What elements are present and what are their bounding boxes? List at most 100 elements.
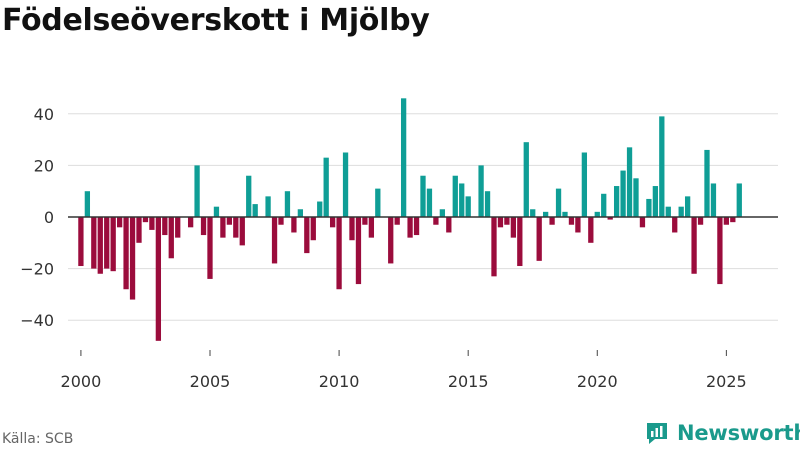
bar[interactable] — [717, 217, 723, 285]
bar[interactable] — [510, 217, 517, 238]
bar[interactable] — [142, 217, 149, 223]
bar[interactable] — [375, 188, 381, 217]
bar[interactable] — [220, 217, 226, 238]
bar[interactable] — [594, 211, 600, 217]
bar[interactable] — [116, 217, 123, 228]
bar[interactable] — [672, 217, 678, 233]
bar[interactable] — [426, 188, 433, 217]
bar[interactable] — [123, 217, 129, 290]
bar[interactable] — [265, 196, 271, 217]
bar[interactable] — [110, 217, 116, 272]
bar[interactable] — [465, 196, 471, 217]
bar[interactable] — [446, 217, 452, 233]
bar[interactable] — [620, 170, 626, 217]
bar[interactable] — [413, 217, 420, 236]
bar[interactable] — [730, 217, 736, 223]
bar[interactable] — [187, 217, 194, 228]
bar[interactable] — [239, 217, 245, 246]
bar[interactable] — [317, 201, 323, 217]
bar[interactable] — [562, 211, 568, 217]
bar[interactable] — [736, 183, 742, 217]
bar[interactable] — [588, 217, 594, 243]
bar[interactable] — [168, 217, 174, 259]
bar[interactable] — [710, 183, 717, 217]
bar[interactable] — [97, 217, 103, 274]
bar[interactable] — [484, 191, 491, 217]
bar[interactable] — [433, 217, 439, 225]
bar[interactable] — [310, 217, 316, 241]
bar[interactable] — [162, 217, 168, 236]
bar[interactable] — [691, 217, 697, 274]
bar[interactable] — [639, 217, 646, 228]
bar[interactable] — [129, 217, 136, 300]
bar[interactable] — [549, 217, 555, 225]
bar[interactable] — [394, 217, 400, 225]
bar[interactable] — [226, 217, 233, 225]
bar[interactable] — [336, 217, 342, 290]
bar[interactable] — [536, 217, 542, 261]
bar[interactable] — [407, 217, 413, 238]
bar[interactable] — [633, 178, 639, 217]
bar[interactable] — [478, 165, 484, 217]
bar[interactable] — [284, 191, 291, 217]
bar[interactable] — [601, 193, 607, 217]
bar[interactable] — [278, 217, 284, 225]
bar[interactable] — [304, 217, 310, 254]
bar[interactable] — [84, 191, 91, 217]
bar[interactable] — [213, 206, 220, 217]
bar[interactable] — [349, 217, 355, 241]
bar[interactable] — [246, 175, 252, 217]
bar[interactable] — [388, 217, 394, 264]
bar[interactable] — [646, 198, 652, 217]
bar[interactable] — [530, 209, 536, 217]
bar[interactable] — [704, 149, 710, 217]
bar[interactable] — [491, 217, 497, 277]
bar[interactable] — [136, 217, 142, 243]
bar[interactable] — [652, 186, 659, 217]
bar[interactable] — [523, 142, 529, 217]
bar[interactable] — [194, 165, 200, 217]
bar[interactable] — [271, 217, 278, 264]
bar[interactable] — [368, 217, 375, 238]
bar[interactable] — [697, 217, 704, 225]
bar[interactable] — [400, 98, 407, 217]
bar[interactable] — [420, 175, 426, 217]
bar[interactable] — [459, 183, 465, 217]
bar[interactable] — [207, 217, 213, 279]
bar[interactable] — [555, 188, 562, 217]
bar[interactable] — [613, 186, 620, 217]
bar[interactable] — [504, 217, 510, 225]
bar[interactable] — [91, 217, 97, 269]
bar[interactable] — [78, 217, 84, 267]
bar[interactable] — [362, 217, 368, 225]
brand-logo[interactable]: Newsworthy — [644, 420, 800, 446]
bar[interactable] — [355, 217, 362, 285]
bar[interactable] — [175, 217, 181, 238]
bar[interactable] — [252, 204, 258, 217]
bar[interactable] — [329, 217, 336, 228]
bar[interactable] — [723, 217, 730, 225]
bar[interactable] — [575, 217, 581, 233]
bar[interactable] — [665, 206, 671, 217]
bar[interactable] — [200, 217, 207, 236]
bar[interactable] — [291, 217, 297, 233]
bar[interactable] — [297, 209, 304, 217]
bar[interactable] — [155, 217, 162, 341]
bar[interactable] — [452, 175, 458, 217]
bar[interactable] — [439, 209, 446, 217]
bar[interactable] — [233, 217, 239, 238]
bar[interactable] — [323, 157, 329, 217]
bar[interactable] — [659, 116, 665, 217]
bar[interactable] — [607, 217, 613, 220]
bar[interactable] — [581, 152, 588, 218]
bar[interactable] — [497, 217, 504, 228]
bar[interactable] — [684, 196, 691, 217]
bar[interactable] — [626, 147, 633, 217]
bar[interactable] — [542, 211, 549, 217]
bar[interactable] — [568, 217, 575, 225]
bar[interactable] — [678, 206, 684, 217]
bar[interactable] — [149, 217, 155, 230]
bar[interactable] — [104, 217, 110, 269]
bar[interactable] — [342, 152, 349, 218]
bar[interactable] — [517, 217, 523, 267]
